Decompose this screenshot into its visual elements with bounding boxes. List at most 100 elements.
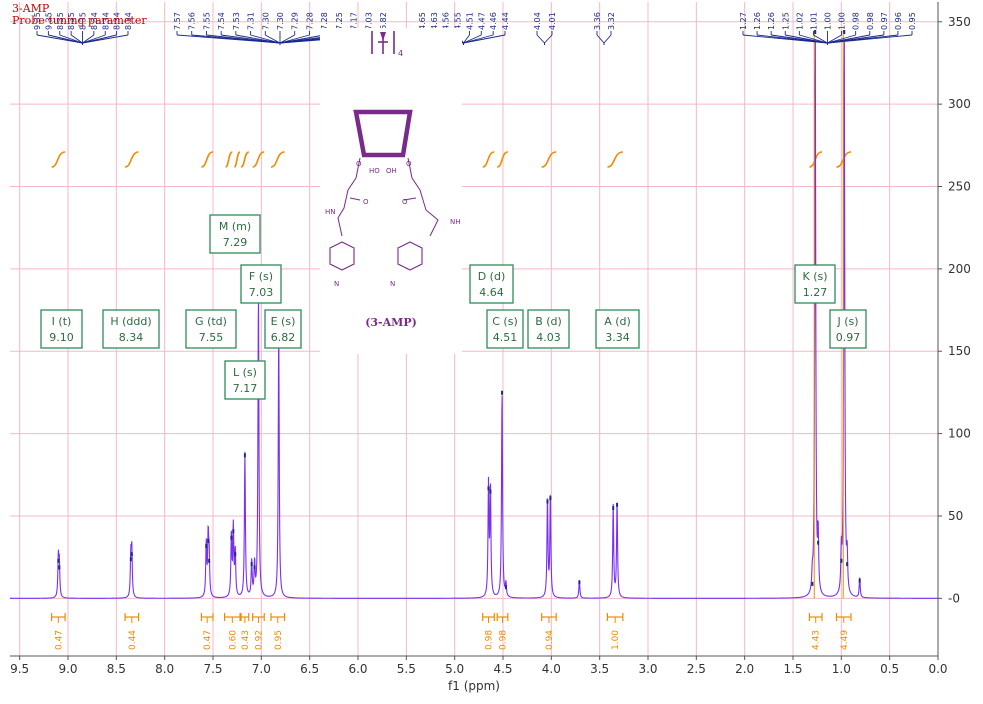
- peak-label: 8.35: [67, 12, 76, 30]
- peak-label: 1.02: [795, 12, 804, 30]
- peak-label: 4.55: [454, 12, 463, 30]
- peak-label: 8.34: [124, 12, 133, 30]
- atom-label: N: [334, 280, 339, 288]
- x-tick-label: 6.5: [300, 662, 319, 676]
- y-tick-label: 100: [948, 427, 971, 441]
- x-tick-label: 4.0: [542, 662, 561, 676]
- peak-label: 7.54: [217, 12, 226, 30]
- peak-label: 7.53: [232, 12, 241, 30]
- integral-value: 0.44: [128, 630, 138, 650]
- integral-curve: [607, 151, 624, 168]
- multiplet-box: [527, 309, 570, 349]
- multiplet-box: [486, 309, 524, 349]
- x-tick-label: 7.5: [203, 662, 222, 676]
- multiplet-shift: 8.34: [119, 331, 144, 344]
- multiplet-name: M (m): [219, 220, 251, 233]
- multiplet-box: [829, 309, 867, 349]
- multiplet-box: [595, 309, 640, 349]
- molecule-structure: 4 O O O O HO OH HN NH N N (3-AMP): [320, 28, 462, 354]
- integral-curve: [233, 151, 241, 168]
- y-tick-label: 250: [948, 180, 971, 194]
- integral-value: 0.94: [545, 630, 555, 650]
- multiplet-box: [240, 264, 282, 304]
- y-tick-label: 300: [948, 97, 971, 111]
- peak-label: 0.95: [908, 12, 917, 30]
- peak-label: 1.26: [753, 12, 762, 30]
- multiplet-name: H (ddd): [110, 315, 151, 328]
- peak-label-connector: [250, 34, 281, 44]
- atom-label: N: [390, 280, 395, 288]
- linker-bonds: [337, 157, 439, 237]
- multiplet-shift: 1.27: [803, 286, 828, 299]
- y-tick-label: 200: [948, 262, 971, 276]
- peak-label: 7.30: [261, 12, 270, 30]
- x-tick-label: 5.0: [445, 662, 464, 676]
- peak-label-connector: [603, 34, 612, 44]
- x-tick-label: 2.5: [687, 662, 706, 676]
- integral-curve: [51, 151, 66, 168]
- peak-label: 7.56: [188, 12, 197, 30]
- peak-label: 1.00: [838, 12, 847, 30]
- integral-value: 0.60: [228, 630, 238, 650]
- integral-value: 0.47: [54, 630, 64, 650]
- multiplet-box: [185, 309, 237, 349]
- integral-curve: [240, 151, 250, 168]
- multiplet-box: [264, 309, 302, 349]
- peak-pick-labels: 9.35 9.35 8.35 8.35 8.35 8.34 8.34 8.34 8.34 7.57…: [33, 12, 917, 45]
- peak-label: 7.17: [350, 12, 359, 30]
- multiplet-shift: 7.55: [199, 331, 224, 344]
- multiplet-shift: 0.97: [836, 331, 861, 344]
- peak-label: 9.35: [33, 12, 42, 30]
- integral-curve: [541, 151, 557, 168]
- atom-label: HO: [369, 167, 380, 175]
- atom-label: NH: [450, 218, 461, 226]
- peak-label: 4.44: [501, 12, 510, 30]
- x-tick-label: 8.0: [155, 662, 174, 676]
- probe-parameter-label: Probe tuning parameter: [12, 14, 147, 27]
- multiplet-name: F (s): [249, 270, 273, 283]
- peak-label-connector: [279, 34, 295, 44]
- peak-label: 0.98: [852, 12, 861, 30]
- peak-label-connector: [596, 34, 605, 44]
- multiplet-boxes: I (t) 9.10 H (ddd) 8.34 G (td) 7.55 M (m) 7.29 F…: [40, 214, 867, 400]
- peak-label-connector: [536, 34, 545, 44]
- multiplet-shift: 7.17: [233, 382, 258, 395]
- peak-label-connector: [59, 34, 83, 44]
- peak-label-connector: [544, 34, 553, 44]
- multiplet-box: [469, 264, 514, 304]
- multiplet-shift: 4.03: [536, 331, 561, 344]
- x-tick-label: 0.0: [928, 662, 947, 676]
- peak-label: 3.36: [593, 12, 602, 30]
- peak-label: 0.98: [866, 12, 875, 30]
- peak-label: 9.35: [44, 12, 53, 30]
- integral-curve: [124, 151, 139, 168]
- spectrum-line: [10, 42, 938, 599]
- substituent-count: 4: [398, 49, 403, 58]
- multiplet-shift: 7.03: [249, 286, 274, 299]
- peak-label: 4.46: [489, 12, 498, 30]
- peak-label-connector: [463, 34, 506, 44]
- atom-label: OH: [386, 167, 397, 175]
- multiplet-name: A (d): [604, 315, 631, 328]
- multiplet-name: I (t): [52, 315, 72, 328]
- multiplet-shift: 4.64: [479, 286, 504, 299]
- x-tick-label: 3.0: [638, 662, 657, 676]
- multiplet-shift: 4.51: [493, 331, 518, 344]
- x-tick-label: 6.0: [348, 662, 367, 676]
- multiplet-shift: 3.34: [605, 331, 630, 344]
- integral-value: 0.47: [203, 630, 213, 650]
- multiplet-shift: 7.29: [223, 236, 248, 249]
- x-tick-label: 1.5: [783, 662, 802, 676]
- multiplet-name: G (td): [195, 315, 227, 328]
- integral-value: 0.95: [274, 630, 284, 650]
- x-tick-label: 5.5: [397, 662, 416, 676]
- integral-curve: [225, 151, 233, 168]
- peak-label-connector: [235, 34, 281, 44]
- peak-label: 6.82: [379, 12, 388, 30]
- peak-label-connector: [48, 34, 83, 44]
- integral-value: 0.98: [499, 630, 509, 650]
- peak-label: 3.32: [607, 12, 616, 30]
- integral-curve: [270, 151, 285, 168]
- x-tick-label: 8.5: [107, 662, 126, 676]
